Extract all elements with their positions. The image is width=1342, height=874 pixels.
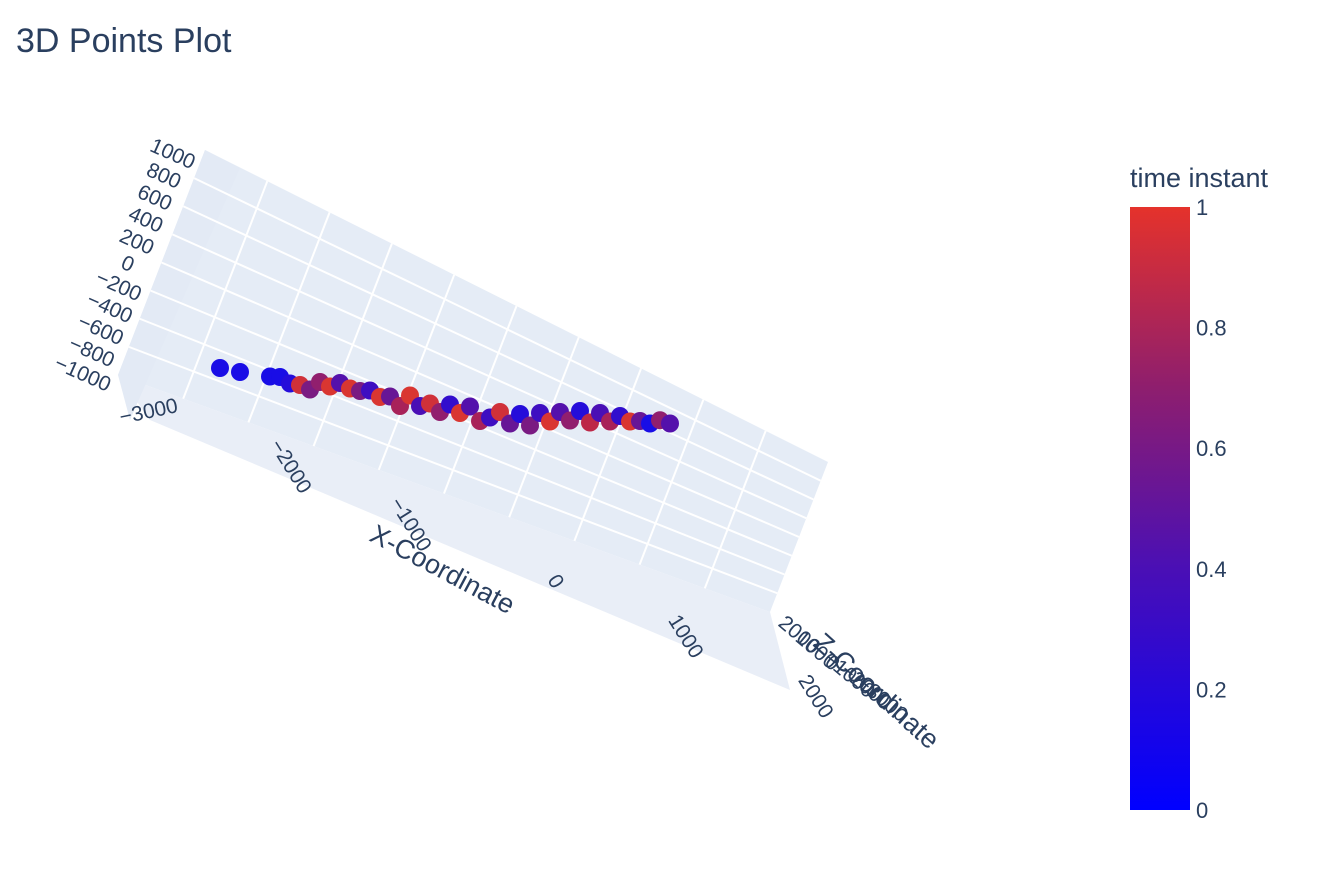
colorbar: time instant 1 0.8 0.6 0.4 0.2 0 — [1130, 163, 1269, 823]
grid-line — [128, 345, 778, 595]
grid-line — [139, 317, 785, 576]
data-point — [461, 397, 479, 416]
grid-line — [182, 205, 814, 501]
x-tick-label: 2000 — [793, 671, 837, 723]
grid-lines — [128, 177, 822, 595]
grid-line — [161, 261, 800, 538]
chart-title: 3D Points Plot — [16, 22, 232, 60]
colorbar-tick-label: 0.6 — [1196, 436, 1227, 461]
floor-pane — [118, 375, 790, 690]
colorbar-ticks: 1 0.8 0.6 0.4 0.2 0 — [1196, 195, 1227, 823]
y-tick-label: 0 — [118, 251, 138, 277]
colorbar-tick-label: 0.2 — [1196, 677, 1227, 702]
data-point — [521, 416, 539, 435]
data-point — [211, 359, 229, 377]
data-point — [231, 363, 249, 381]
colorbar-tick-label: 0 — [1196, 798, 1208, 823]
colorbar-tick-label: 0.8 — [1196, 316, 1227, 341]
data-point — [661, 414, 679, 433]
data-points — [211, 359, 679, 435]
colorbar-tick-label: 0.4 — [1196, 557, 1227, 582]
z-axis-title: Z-Coordinate — [808, 627, 945, 755]
grid-line — [150, 289, 793, 557]
grid-line — [171, 233, 807, 520]
colorbar-title: time instant — [1130, 163, 1269, 193]
colorbar-tick-label: 1 — [1196, 195, 1208, 220]
grid-line — [193, 177, 822, 482]
scene-3d[interactable] — [118, 150, 828, 690]
colorbar-gradient-bar — [1130, 207, 1190, 810]
